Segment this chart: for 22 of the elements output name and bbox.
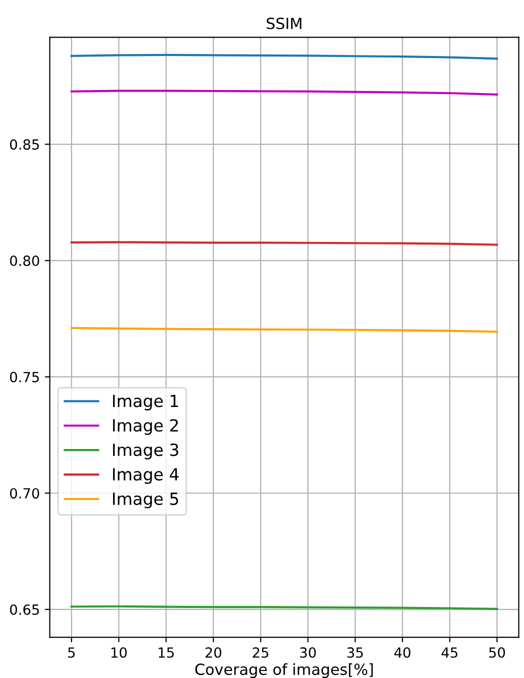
chart-title: SSIM [266,18,302,30]
x-tick-label: 45 [442,647,458,658]
y-tick-label: 0.75 [10,372,39,382]
x-tick-label: 10 [111,647,127,658]
x-tick-label: 5 [68,647,75,658]
x-tick-label: 30 [300,647,316,658]
y-tick-label: 0.65 [10,604,39,615]
legend-label: Image 4 [113,468,179,484]
legend-label: Image 5 [113,492,178,508]
x-axis-title: Coverage of images[%] [195,663,373,678]
legend-label: Image 2 [113,419,178,435]
y-tick-label: 0.85 [10,139,39,150]
x-tick-label: 20 [206,647,222,658]
x-tick-label: 50 [489,647,505,658]
legend-label: Image 1 [113,394,178,410]
y-tick-label: 0.80 [10,256,40,266]
x-tick-label: 35 [347,647,363,658]
x-tick-label: 25 [252,647,268,658]
x-tick-label: 15 [158,647,174,658]
legend-label: Image 3 [113,444,178,460]
y-tick-label: 0.70 [10,488,40,499]
x-tick-label: 40 [394,647,410,658]
